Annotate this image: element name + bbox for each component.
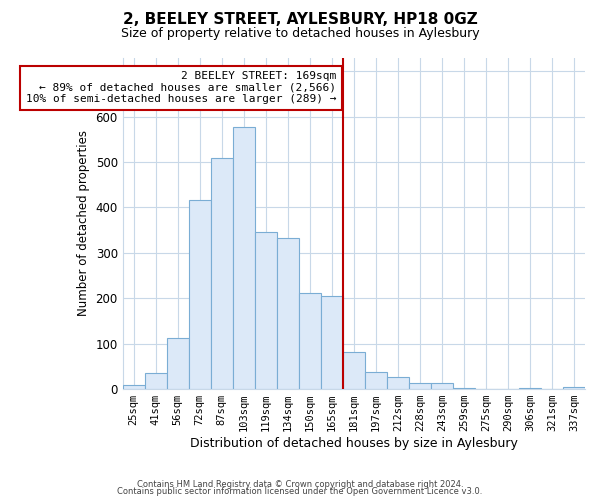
Text: 2, BEELEY STREET, AYLESBURY, HP18 0GZ: 2, BEELEY STREET, AYLESBURY, HP18 0GZ — [122, 12, 478, 28]
Text: Size of property relative to detached houses in Aylesbury: Size of property relative to detached ho… — [121, 28, 479, 40]
Bar — [299, 293, 321, 389]
Bar — [255, 232, 277, 389]
Bar — [189, 200, 211, 389]
Text: Contains HM Land Registry data © Crown copyright and database right 2024.: Contains HM Land Registry data © Crown c… — [137, 480, 463, 489]
Bar — [277, 238, 299, 389]
Bar — [233, 128, 255, 389]
Text: 2 BEELEY STREET: 169sqm
← 89% of detached houses are smaller (2,566)
10% of semi: 2 BEELEY STREET: 169sqm ← 89% of detache… — [26, 71, 336, 104]
Bar — [321, 296, 343, 389]
Bar — [167, 338, 189, 389]
Bar — [145, 373, 167, 389]
Bar — [387, 378, 409, 389]
Bar — [563, 387, 585, 389]
Y-axis label: Number of detached properties: Number of detached properties — [77, 130, 90, 316]
Bar — [431, 383, 453, 389]
Bar — [519, 388, 541, 389]
Bar — [365, 372, 387, 389]
Text: Contains public sector information licensed under the Open Government Licence v3: Contains public sector information licen… — [118, 488, 482, 496]
Bar — [343, 352, 365, 389]
Bar — [453, 388, 475, 389]
Bar — [409, 383, 431, 389]
Bar — [123, 386, 145, 389]
X-axis label: Distribution of detached houses by size in Aylesbury: Distribution of detached houses by size … — [190, 437, 518, 450]
Bar — [211, 158, 233, 389]
